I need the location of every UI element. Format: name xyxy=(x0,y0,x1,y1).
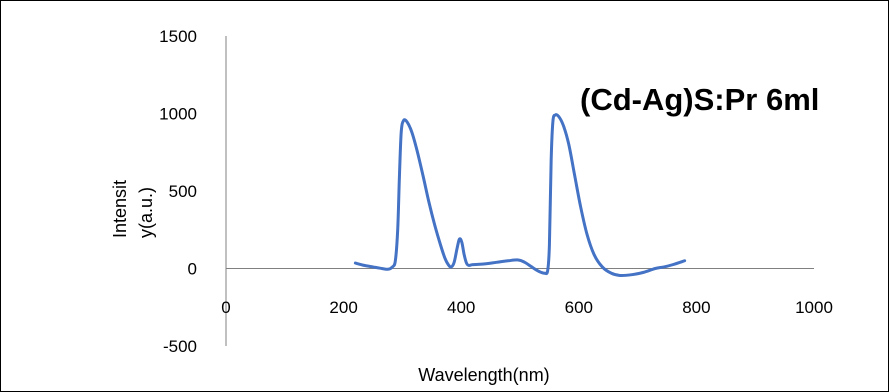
x-tick-label: 200 xyxy=(329,298,357,317)
x-tick-label: 1000 xyxy=(795,298,833,317)
x-tick-label: 400 xyxy=(447,298,475,317)
y-axis-title-line-1: Intensit xyxy=(110,180,130,238)
y-tick-label: 500 xyxy=(169,182,197,201)
y-axis-title-line-2: y(a.u.) xyxy=(136,187,156,238)
y-axis-title: Intensit y(a.u.) xyxy=(110,180,156,238)
y-tick-label: -500 xyxy=(163,337,197,356)
x-tick-labels: 0 200 400 600 800 1000 xyxy=(221,298,833,317)
series-line xyxy=(353,113,687,278)
x-tick-label: 600 xyxy=(565,298,593,317)
x-tick-label: 0 xyxy=(221,298,230,317)
x-axis-title: Wavelength(nm) xyxy=(418,365,549,385)
y-tick-label: 0 xyxy=(188,260,197,279)
chart-title: (Cd-Ag)S:Pr 6ml xyxy=(580,82,819,117)
y-tick-labels: -500 0 500 1000 1500 xyxy=(159,27,197,356)
x-tick-label: 800 xyxy=(682,298,710,317)
y-tick-label: 1500 xyxy=(159,27,197,46)
y-tick-label: 1000 xyxy=(159,105,197,124)
